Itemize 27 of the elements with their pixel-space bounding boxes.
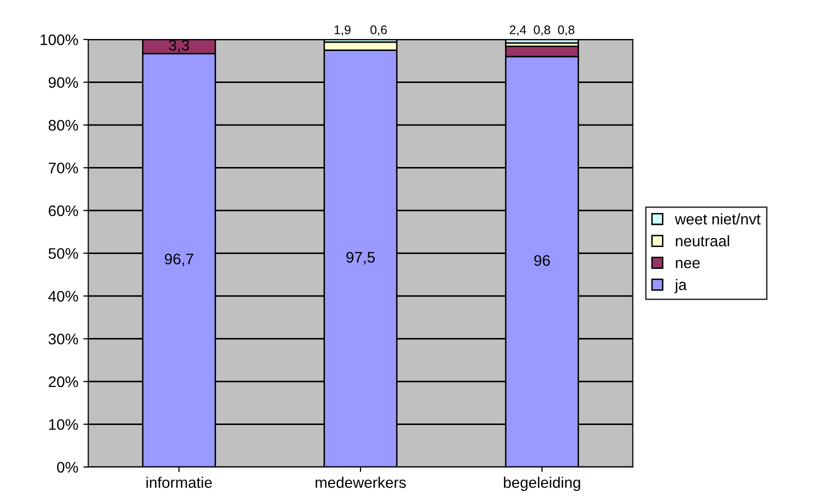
legend-label: ja xyxy=(674,278,687,294)
data-label: 0,8 xyxy=(558,25,574,36)
data-label: 97,5 xyxy=(346,252,375,264)
x-tick-label: medewerkers xyxy=(316,476,406,488)
y-tick-label: 0% xyxy=(57,462,78,473)
y-tick-label: 40% xyxy=(48,290,78,302)
y-tick-label: 20% xyxy=(48,376,78,388)
data-label: 1,9 xyxy=(334,25,350,36)
data-label: 2,4 xyxy=(510,25,526,36)
data-label: 3,3 xyxy=(168,40,189,52)
data-label: 0,8 xyxy=(534,25,550,36)
y-tick-label: 60% xyxy=(48,205,78,216)
legend-label: weet niet/nvt xyxy=(674,213,761,225)
y-tick-label: 80% xyxy=(48,120,78,131)
data-label: 96,7 xyxy=(164,254,194,266)
x-tick-label: begeleiding xyxy=(504,476,580,491)
legend-label: neutraal xyxy=(676,235,730,246)
data-label: 96 xyxy=(534,255,550,266)
y-tick-label: 70% xyxy=(48,162,78,174)
y-tick-label: 90% xyxy=(48,77,78,88)
x-tick-label: informatie xyxy=(146,476,212,488)
y-tick-label: 50% xyxy=(48,248,78,259)
data-label: 0,6 xyxy=(370,25,387,36)
y-tick-label: 100% xyxy=(40,34,78,46)
y-tick-label: 10% xyxy=(49,419,78,430)
legend-label: nee xyxy=(676,260,700,268)
y-tick-label: 30% xyxy=(48,334,78,344)
